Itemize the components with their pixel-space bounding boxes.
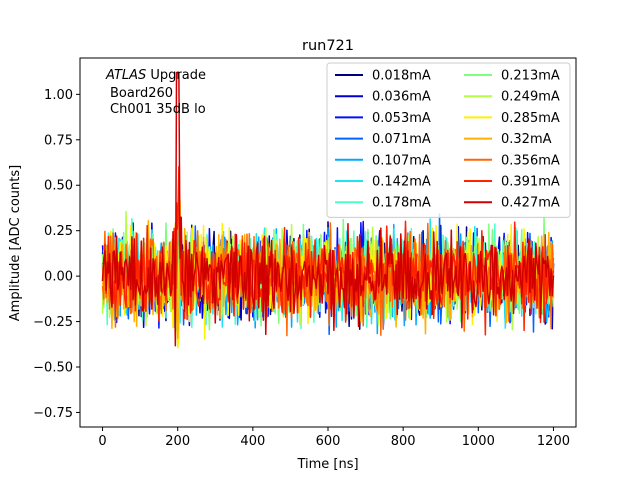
legend-label: 0.249mA — [501, 90, 560, 105]
series-line — [101, 71, 555, 347]
y-axis-label: Amplitude [ADC counts] — [8, 165, 23, 321]
y-tick-label: 0.25 — [44, 224, 73, 239]
legend-label: 0.018mA — [372, 69, 431, 84]
legend: 0.018mA 0.036mA 0.053mA 0.071mA 0.107mA 0.142… — [326, 62, 571, 218]
x-tick-label: 1200 — [537, 434, 570, 449]
series-line — [101, 219, 555, 340]
y-tick-label: −0.75 — [33, 406, 73, 421]
legend-label: 0.142mA — [372, 175, 431, 190]
x-tick-label: 600 — [316, 434, 341, 449]
legend-label: 0.071mA — [372, 132, 431, 147]
legend-box — [326, 62, 571, 218]
annotation: ATLAS Upgrade Board260 Ch001 35dB lo — [105, 68, 206, 117]
annotation-line-3: Ch001 35dB lo — [110, 102, 206, 117]
legend-label: 0.356mA — [501, 153, 560, 168]
legend-label: 0.427mA — [501, 196, 560, 211]
y-tick-label: −0.25 — [33, 315, 73, 330]
y-axis: −0.75 −0.50 −0.25 0.00 0.25 0.50 0.75 1.00 — [33, 88, 80, 421]
legend-label: 0.053mA — [372, 111, 431, 126]
legend-label: 0.391mA — [501, 175, 560, 190]
annotation-line-1: ATLAS Upgrade — [105, 68, 206, 83]
y-tick-label: 0.00 — [44, 270, 73, 285]
series-layer — [101, 71, 555, 349]
x-tick-label: 400 — [240, 434, 265, 449]
chart-title: run721 — [302, 38, 354, 54]
legend-label: 0.285mA — [501, 111, 560, 126]
legend-label: 0.178mA — [372, 196, 431, 211]
x-tick-label: 200 — [165, 434, 190, 449]
y-tick-label: −0.50 — [33, 361, 73, 376]
x-axis-label: Time [ns] — [296, 457, 358, 472]
legend-label: 0.036mA — [372, 90, 431, 105]
x-axis: 0 200 400 600 800 1000 1200 — [98, 427, 570, 449]
annotation-upgrade: Upgrade — [146, 68, 206, 83]
x-tick-label: 0 — [98, 434, 106, 449]
annotation-atlas: ATLAS — [105, 68, 146, 83]
legend-label: 0.213mA — [501, 69, 560, 84]
x-tick-label: 1000 — [462, 434, 495, 449]
annotation-line-2: Board260 — [110, 86, 173, 101]
y-tick-label: 1.00 — [44, 88, 73, 103]
legend-label: 0.32mA — [501, 132, 552, 147]
y-tick-label: 0.75 — [44, 133, 73, 148]
x-tick-label: 800 — [391, 434, 416, 449]
y-tick-label: 0.50 — [44, 179, 73, 194]
legend-label: 0.107mA — [372, 153, 431, 168]
